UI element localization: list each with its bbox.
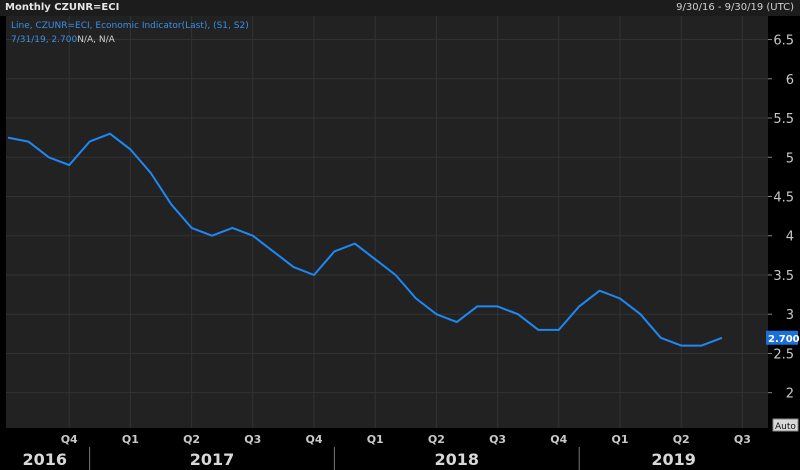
quarter-tick-label: Q4 <box>305 433 322 446</box>
y-tick-label: 3 <box>786 308 794 323</box>
date-range: 9/30/16 - 9/30/19 (UTC) <box>676 2 794 13</box>
year-label: 2018 <box>435 450 480 469</box>
legend-series-label: Line, CZUNR=ECI, Economic Indicator(Last… <box>11 21 249 31</box>
quarter-tick-label: Q1 <box>611 433 628 446</box>
line-chart[interactable]: 22.533.544.555.566.5 Q4 Q1 Q2 Q3 Q4 Q1 Q2 Q3 Q4 Q… <box>0 16 800 470</box>
quarter-tick-label: Q4 <box>61 433 78 446</box>
quarter-tick-label: Q3 <box>244 433 261 446</box>
chart-title: Monthly CZUNR=ECI <box>5 2 120 13</box>
quarter-tick-label: Q2 <box>183 433 200 446</box>
y-tick-label: 2.5 <box>773 347 794 362</box>
year-label: 2016 <box>23 450 68 469</box>
y-tick-label: 4.5 <box>773 190 794 205</box>
y-tick-label: 2 <box>786 387 794 402</box>
quarter-tick-label: Q1 <box>122 433 139 446</box>
grid-lines <box>6 16 768 428</box>
series-line[interactable] <box>7 132 723 347</box>
y-tick-label: 5.5 <box>773 112 794 127</box>
quarter-tick-label: Q4 <box>550 433 567 446</box>
year-label: 2017 <box>190 450 235 469</box>
quarter-tick-label: Q1 <box>367 433 384 446</box>
legend-last-value: 7/31/19, 2.700N/A, N/A <box>11 35 116 45</box>
quarter-tick-label: Q2 <box>673 433 690 446</box>
quarter-tick-label: Q2 <box>428 433 445 446</box>
y-tick-label: 4 <box>786 230 794 245</box>
quarter-tick-label: Q3 <box>734 433 751 446</box>
y-tick-label: 5 <box>786 151 794 166</box>
auto-scale-button[interactable]: Auto <box>772 418 799 432</box>
y-tick-label: 6.5 <box>773 34 794 49</box>
y-tick-label: 3.5 <box>773 269 794 284</box>
year-label: 2019 <box>651 450 696 469</box>
last-value-label: 2.700 <box>768 334 800 345</box>
legend-last-value-text: 7/31/19, 2.700 <box>11 35 77 45</box>
legend-na-text: N/A, N/A <box>77 35 115 45</box>
x-axis: Q4 Q1 Q2 Q3 Q4 Q1 Q2 Q3 Q4 Q1 Q2 Q3 2016 2017 2018 2019 <box>23 433 751 470</box>
chart-header: Monthly CZUNR=ECI 9/30/16 - 9/30/19 (UTC… <box>0 0 800 16</box>
plot-area <box>6 16 768 428</box>
auto-label: Auto <box>775 422 796 432</box>
y-axis: 2 2.5 3 3.5 4 4.5 5 5.5 6 6.5 <box>768 34 794 402</box>
quarter-tick-label: Q3 <box>489 433 506 446</box>
y-tick-label: 6 <box>786 73 794 88</box>
last-value-badge: 2.700 <box>766 330 800 345</box>
